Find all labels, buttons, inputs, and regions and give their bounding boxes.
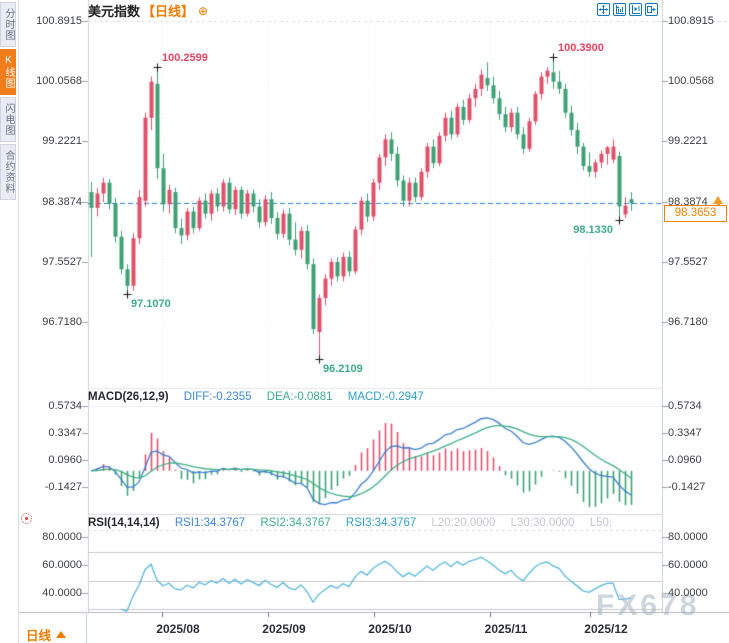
price-annotation: 100.3900 [558,42,604,55]
x-axis-label: 2025/11 [484,622,528,636]
symbol-name: 美元指数 [88,4,141,19]
sidebar-tab-2[interactable]: 闪电图 [0,97,16,142]
macd-macd-value: MACD:-0.2947 [347,391,424,403]
y-axis-label-rsi-right: 40.0000 [668,587,708,599]
sidebar-tab-3[interactable]: 合约资料 [0,144,16,200]
rsi-name: RSI(14,14,14) [88,517,160,529]
add-indicator-icon[interactable]: ⊕ [198,3,209,18]
period-selector-button[interactable]: 日线 [20,624,72,643]
rsi-l30-value: L30:30.0000 [510,517,575,529]
y-axis-label-macd-left: 0.3347 [48,427,82,439]
y-axis-label-price-left: 100.0568 [36,75,82,87]
rsi-l50-value: L50: [589,517,613,529]
x-axis-label: 2025/12 [584,622,628,636]
price-up-arrow-icon [713,196,723,206]
y-axis-label-rsi-right: 80.0000 [668,531,708,543]
x-axis-label: 2025/10 [368,622,412,636]
price-annotation: 96.2109 [323,362,363,375]
chart-title: 美元指数 【日线】 ⊕ [88,2,209,20]
y-axis-label-macd-right: 0.3347 [668,427,702,439]
rsi2-value: RSI2:34.3767 [260,517,331,529]
y-axis-label-macd-right: 0.5734 [668,400,702,412]
period-selector-label: 日线 [26,629,52,643]
y-axis-label-macd-left: 0.5734 [48,400,82,412]
price-annotation: 97.1070 [131,297,171,310]
pan-icon[interactable] [597,3,610,16]
axis-scale-left-icon[interactable] [613,3,626,16]
y-axis-label-macd-left: -0.1427 [44,481,82,493]
y-axis-label-rsi-right: 60.0000 [668,559,708,571]
y-axis-label-price-left: 97.5527 [42,256,82,268]
x-axis-label: 2025/09 [262,622,306,636]
axis-scale-right-icon[interactable] [629,3,642,16]
macd-name: MACD(26,12,9) [88,391,169,403]
x-axis-label: 2025/08 [156,622,200,636]
y-axis-label-price-left: 98.3874 [42,196,82,208]
sidebar: 分时图 K线图闪电图合约资料 [0,0,19,643]
sidebar-tab-1[interactable]: K线图 [0,49,16,95]
y-axis-label-rsi-left: 80.0000 [42,531,82,543]
y-axis-label-price-right: 97.5527 [668,256,708,268]
chart-toolbar [597,3,658,16]
price-annotation: 98.1330 [573,223,613,236]
y-axis-label-price-left: 99.2221 [42,135,82,147]
y-axis-label-macd-right: -0.1427 [668,481,706,493]
y-axis-label-price-left: 96.7180 [42,316,82,328]
y-axis-label-macd-left: 0.0960 [48,454,82,466]
y-axis-label-macd-right: 0.0960 [668,454,702,466]
sidebar-tab-0[interactable]: 分时图 [0,2,16,47]
macd-diff-value: DIFF:-0.2355 [183,391,252,403]
rsi-l20-value: L20:20.0000 [431,517,496,529]
macd-dea-value: DEA:-0.0881 [266,391,333,403]
rsi3-value: RSI3:34.3767 [345,517,417,529]
current-price-tag: 98.3653 [664,205,727,222]
y-axis-label-price-right: 96.7180 [668,316,708,328]
rsi1-value: RSI1:34.3767 [174,517,246,529]
y-axis-label-price-right: 100.0568 [668,75,714,87]
macd-header: MACD(26,12,9) DIFF:-0.2355 DEA:-0.0881 M… [88,391,660,403]
y-axis-label-price-right: 99.2221 [668,135,708,147]
y-axis-label-price-right: 100.8915 [668,15,714,27]
y-axis-label-price-left: 100.8915 [36,15,82,27]
watermark: FX678 [596,589,700,622]
y-axis-label-rsi-left: 40.0000 [42,587,82,599]
shift-right-icon[interactable] [645,3,658,16]
price-annotation: 100.2599 [162,51,208,64]
period-tag: 【日线】 [142,4,195,19]
rsi-header: RSI(14,14,14) RSI1:34.3767 RSI2:34.3767 … [88,517,660,529]
chevron-up-icon [56,631,67,638]
y-axis-label-rsi-left: 60.0000 [42,559,82,571]
indicator-settings-icon[interactable] [21,513,32,524]
